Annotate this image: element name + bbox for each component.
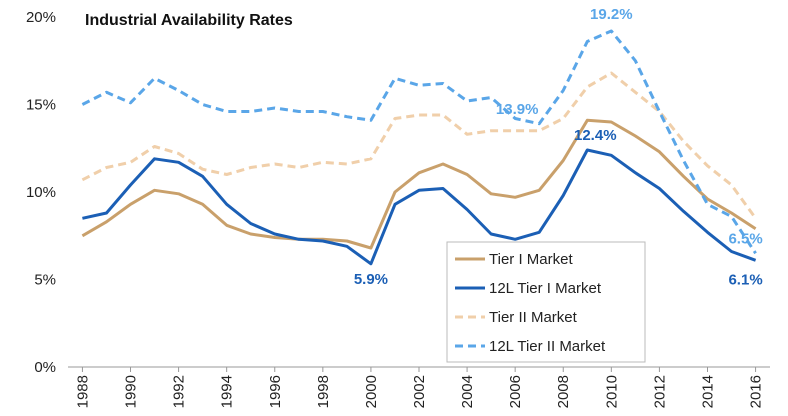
- x-tick-label: 2000: [363, 375, 380, 408]
- x-tick-label: 2010: [603, 375, 620, 408]
- value-label: 6.1%: [728, 271, 762, 288]
- x-tick-label: 2014: [699, 375, 716, 408]
- legend-label: 12L Tier I Market: [489, 280, 602, 297]
- x-tick-label: 2004: [459, 375, 476, 408]
- legend-label: 12L Tier II Market: [489, 338, 606, 355]
- x-tick-label: 1992: [171, 375, 188, 408]
- chart-title: Industrial Availability Rates: [85, 12, 293, 29]
- series-line: [82, 148, 757, 266]
- y-tick-label: 10%: [26, 184, 56, 201]
- value-label: 6.5%: [728, 230, 762, 247]
- series-line: [81, 29, 757, 255]
- legend: Tier I Market 12L Tier I Market Tier II Ma…: [446, 241, 646, 363]
- x-tick-label: 1998: [315, 375, 332, 408]
- x-tick-label: 1996: [267, 375, 284, 408]
- series-line: [81, 71, 757, 220]
- x-tick-label: 2016: [748, 375, 765, 408]
- x-tick-label: 1990: [123, 375, 140, 408]
- x-tick-label: 2008: [555, 375, 572, 408]
- value-label: 13.9%: [496, 101, 539, 118]
- value-label: 5.9%: [354, 271, 388, 288]
- legend-box: [446, 241, 646, 363]
- y-tick-label: 15%: [26, 97, 56, 114]
- value-label: 12.4%: [574, 127, 617, 144]
- x-tick-label: 2006: [507, 375, 524, 408]
- x-tick-label: 2012: [651, 375, 668, 408]
- x-tick-label: 1994: [219, 375, 236, 408]
- value-label: 19.2%: [590, 6, 633, 23]
- y-tick-label: 20%: [26, 9, 56, 26]
- series-line: [81, 118, 757, 250]
- y-tick-label: 0%: [34, 359, 56, 376]
- legend-label: Tier I Market: [489, 251, 573, 268]
- x-tick-label: 1988: [74, 375, 91, 408]
- x-tick-label: 2002: [411, 375, 428, 408]
- legend-label: Tier II Market: [489, 309, 578, 326]
- y-tick-label: 5%: [34, 272, 56, 289]
